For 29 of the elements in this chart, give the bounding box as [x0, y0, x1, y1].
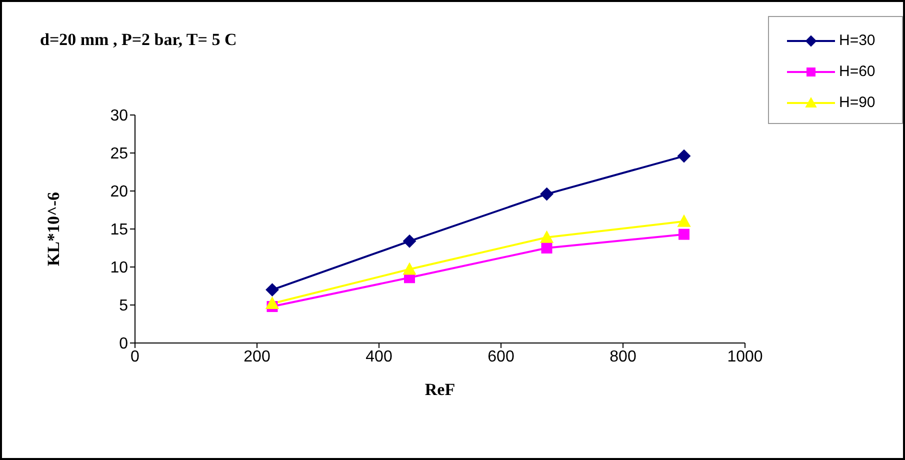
point	[540, 188, 554, 201]
x-axis-title: ReF	[424, 380, 456, 399]
point	[540, 230, 554, 243]
x-tick-label: 800	[610, 348, 636, 366]
point	[266, 296, 279, 309]
x-tick-label: 200	[244, 348, 270, 366]
y-tick-label: 5	[119, 298, 128, 315]
point	[403, 234, 416, 248]
y-tick-label: 30	[110, 108, 128, 125]
y-axis-title: KL*10^-6	[44, 192, 64, 266]
point	[678, 150, 690, 163]
point	[678, 228, 690, 240]
legend-label: H=30	[839, 32, 876, 49]
point	[541, 242, 552, 254]
x-tick-label: 1000	[727, 348, 763, 366]
y-tick-label: 10	[110, 260, 128, 277]
y-tick-label: 20	[110, 184, 128, 201]
x-tick-label: 0	[130, 348, 140, 366]
legend-label: H=60	[839, 63, 876, 80]
legend-label: H=90	[839, 94, 876, 111]
x-tick-label: 600	[488, 348, 514, 366]
point	[678, 214, 690, 227]
point	[266, 283, 279, 296]
y-tick-label: 0	[119, 336, 128, 353]
x-tick-label: 400	[366, 348, 392, 366]
y-tick-label: 15	[110, 222, 128, 239]
chart-title: d=20 mm , P=2 bar, T= 5 C	[40, 30, 237, 50]
point	[403, 262, 416, 275]
y-tick-label: 25	[110, 146, 128, 163]
